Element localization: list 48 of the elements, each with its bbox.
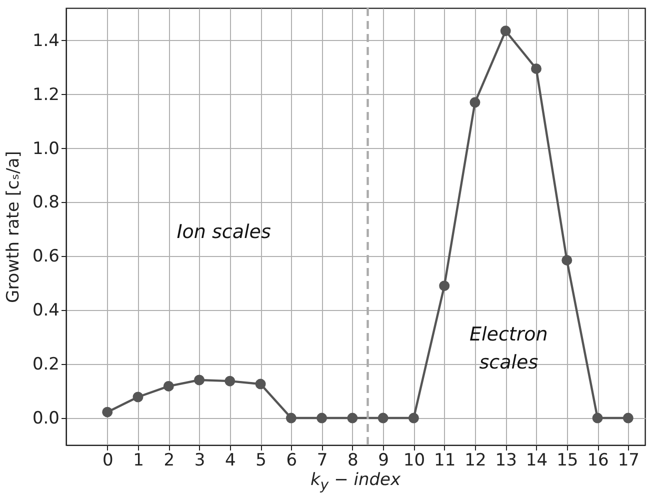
x-tick-label: 17 (618, 450, 640, 470)
point (102, 406, 113, 418)
annotation: Electron scales (469, 323, 548, 374)
point (378, 412, 388, 424)
point (439, 280, 450, 292)
x-tick-label: 15 (556, 450, 578, 470)
annotation: Ion scales (176, 220, 271, 243)
x-tick-label: 3 (194, 450, 206, 470)
x-tick-label: 13 (495, 450, 517, 470)
point (163, 380, 174, 392)
x-tick-label: 11 (434, 450, 456, 470)
point (500, 26, 511, 36)
point (622, 412, 634, 424)
point (408, 412, 419, 424)
point (255, 378, 266, 390)
x-tick-label: 2 (164, 450, 175, 470)
y-tick-label: 1.0 (32, 138, 60, 159)
x-tick-label: 14 (526, 450, 548, 470)
x-tick-label: 6 (286, 450, 298, 470)
x-tick-label: 12 (464, 450, 486, 470)
point (316, 412, 328, 424)
x-axis-title: k$_{y}$ − index (309, 470, 402, 494)
y-tick-label: 0.0 (32, 408, 60, 429)
x-tick-label: 9 (378, 450, 389, 470)
point (286, 412, 296, 424)
point (194, 374, 205, 386)
x-tick-label: 16 (587, 450, 609, 470)
y-tick-label: 1.2 (32, 84, 60, 105)
y-tick-label: 0.2 (32, 354, 60, 375)
point (132, 392, 144, 402)
x-tick-label: 5 (256, 450, 266, 470)
x-tick-label: 7 (316, 450, 328, 470)
x-tick-label: 1 (133, 450, 144, 470)
point (347, 412, 358, 424)
x-tick-label: 10 (403, 450, 426, 470)
point (562, 254, 572, 266)
y-axis-title: Growth rate [cₛ/a] (3, 151, 24, 303)
point (531, 63, 542, 74)
y-tick-label: 0.8 (32, 192, 60, 213)
x-tick-label: 0 (102, 450, 114, 470)
y-tick-label: 0.4 (32, 300, 60, 321)
point (224, 376, 236, 386)
y-tick-label: 1.4 (32, 30, 60, 51)
x-tick-label: 4 (224, 450, 236, 470)
point (592, 412, 603, 424)
y-tick-label: 0.6 (32, 246, 60, 267)
x-tick-label: 8 (348, 450, 358, 470)
point (470, 97, 480, 108)
